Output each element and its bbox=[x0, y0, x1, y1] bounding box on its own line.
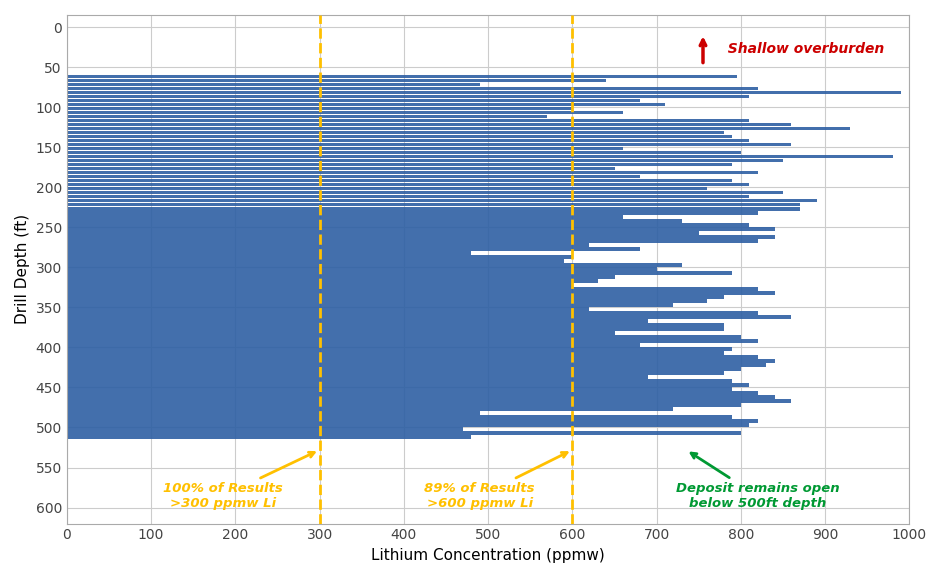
Bar bbox=[67, 407, 674, 411]
Bar bbox=[67, 107, 573, 110]
Bar bbox=[67, 167, 614, 171]
Text: 89% of Results
>600 ppmw Li: 89% of Results >600 ppmw Li bbox=[425, 453, 567, 510]
Bar bbox=[67, 323, 724, 327]
Bar bbox=[67, 375, 648, 379]
Bar bbox=[67, 155, 893, 158]
Bar bbox=[67, 91, 901, 94]
Text: 100% of Results
>300 ppmw Li: 100% of Results >300 ppmw Li bbox=[163, 453, 315, 510]
Bar bbox=[67, 424, 749, 427]
Bar bbox=[67, 203, 800, 206]
Bar bbox=[67, 87, 757, 90]
Bar bbox=[67, 103, 665, 106]
Bar bbox=[67, 327, 724, 331]
Bar bbox=[67, 223, 749, 227]
Bar bbox=[67, 391, 757, 395]
Bar bbox=[67, 251, 471, 254]
Bar bbox=[67, 319, 648, 323]
Bar bbox=[67, 259, 564, 262]
Bar bbox=[67, 219, 682, 223]
Bar bbox=[67, 99, 640, 102]
Bar bbox=[67, 207, 800, 210]
Bar bbox=[67, 139, 749, 142]
Bar bbox=[67, 267, 657, 271]
Bar bbox=[67, 279, 597, 283]
Bar bbox=[67, 147, 623, 150]
Bar bbox=[67, 179, 733, 183]
Bar bbox=[67, 115, 547, 118]
Bar bbox=[67, 303, 674, 306]
Y-axis label: Drill Depth (ft): Drill Depth (ft) bbox=[15, 214, 30, 324]
Bar bbox=[67, 79, 606, 82]
Bar bbox=[67, 339, 757, 343]
Bar bbox=[67, 275, 614, 279]
Bar bbox=[67, 416, 733, 418]
Bar bbox=[67, 195, 749, 198]
Text: Deposit remains open
below 500ft depth: Deposit remains open below 500ft depth bbox=[676, 453, 839, 510]
Bar bbox=[67, 75, 737, 79]
Bar bbox=[67, 239, 757, 243]
Bar bbox=[67, 399, 791, 403]
Bar bbox=[67, 412, 479, 415]
Bar bbox=[67, 360, 774, 362]
Bar bbox=[67, 215, 623, 218]
Bar bbox=[67, 420, 757, 423]
Text: Shallow overburden: Shallow overburden bbox=[718, 42, 885, 57]
Bar bbox=[67, 431, 741, 435]
Bar bbox=[67, 351, 724, 355]
Bar bbox=[67, 364, 766, 366]
Bar bbox=[67, 191, 783, 194]
Bar bbox=[67, 403, 741, 407]
Bar bbox=[67, 283, 573, 287]
Bar bbox=[67, 355, 757, 359]
Bar bbox=[67, 379, 733, 383]
Bar bbox=[67, 183, 749, 187]
Bar bbox=[67, 371, 724, 375]
Bar bbox=[67, 119, 749, 123]
Bar bbox=[67, 171, 757, 175]
Bar bbox=[67, 343, 640, 347]
Bar bbox=[67, 263, 682, 266]
Bar bbox=[67, 435, 471, 439]
Bar bbox=[67, 131, 724, 135]
Bar bbox=[67, 395, 774, 399]
Bar bbox=[67, 368, 741, 370]
Bar bbox=[67, 83, 479, 86]
Bar bbox=[67, 127, 851, 131]
Bar bbox=[67, 287, 757, 291]
Bar bbox=[67, 231, 699, 235]
Bar bbox=[67, 315, 791, 318]
Bar bbox=[67, 347, 733, 351]
Bar bbox=[67, 427, 463, 431]
Bar bbox=[67, 255, 573, 258]
Bar bbox=[67, 271, 733, 275]
Bar bbox=[67, 387, 733, 391]
Bar bbox=[67, 111, 623, 114]
Bar bbox=[67, 227, 774, 231]
Bar bbox=[67, 159, 783, 162]
Bar bbox=[67, 187, 707, 191]
Bar bbox=[67, 163, 733, 166]
Bar bbox=[67, 295, 724, 299]
Bar bbox=[67, 175, 640, 179]
Bar bbox=[67, 312, 757, 314]
Bar bbox=[67, 307, 590, 310]
Bar bbox=[67, 95, 749, 98]
Bar bbox=[67, 331, 614, 335]
Bar bbox=[67, 143, 791, 146]
Bar bbox=[67, 299, 707, 303]
Bar bbox=[67, 199, 817, 202]
Bar bbox=[67, 235, 774, 239]
Bar bbox=[67, 335, 741, 339]
Bar bbox=[67, 135, 733, 138]
Bar bbox=[67, 243, 590, 247]
Bar bbox=[67, 211, 757, 214]
Bar bbox=[67, 291, 774, 295]
Bar bbox=[67, 247, 640, 250]
Bar bbox=[67, 151, 741, 154]
Bar bbox=[67, 383, 749, 387]
Bar bbox=[67, 123, 791, 127]
X-axis label: Lithium Concentration (ppmw): Lithium Concentration (ppmw) bbox=[371, 548, 605, 563]
